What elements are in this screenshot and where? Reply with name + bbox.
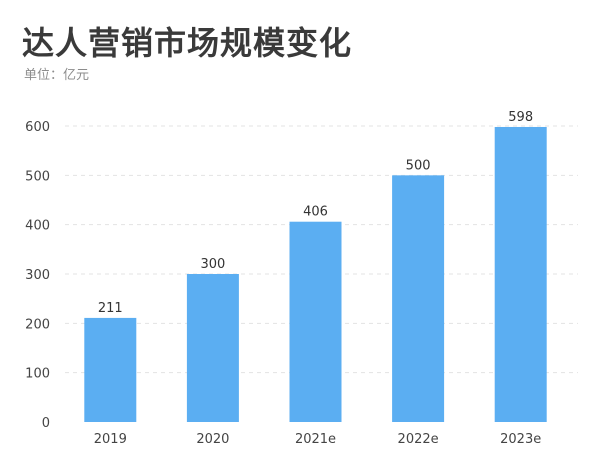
y-axis-ticks: 0 100 200 300 400 500 600 [25,120,50,431]
y-tick-label: 500 [25,169,50,184]
x-tick-label: 2022e [398,432,439,447]
bar-2022e [392,175,445,422]
x-tick-label: 2021e [295,432,336,447]
y-tick-label: 400 [25,219,50,234]
y-tick-label: 100 [25,367,50,382]
x-tick-label: 2019 [94,432,127,447]
bar-2021e [289,221,342,422]
y-tick-label: 200 [25,317,50,332]
chart-title: 达人营销市场规模变化 [22,24,353,62]
data-label: 211 [98,301,123,316]
x-tick-label: 2020 [196,432,229,447]
data-labels: 211 300 406 500 598 [98,110,533,316]
x-tick-label: 2023e [500,432,541,447]
y-tick-label: 300 [25,268,50,283]
data-label: 300 [200,257,225,272]
data-label: 406 [303,205,328,220]
bar-2023e [494,126,547,422]
x-axis-ticks: 2019 2020 2021e 2022e 2023e [94,432,541,447]
chart-unit-subtitle: 单位：亿元 [24,68,90,83]
data-label: 598 [508,110,533,125]
data-label: 500 [406,158,431,173]
bars [84,126,547,422]
bar-2019 [84,317,137,422]
y-tick-label: 0 [42,416,50,431]
y-tick-label: 600 [25,120,50,135]
bar-2020 [186,274,239,422]
